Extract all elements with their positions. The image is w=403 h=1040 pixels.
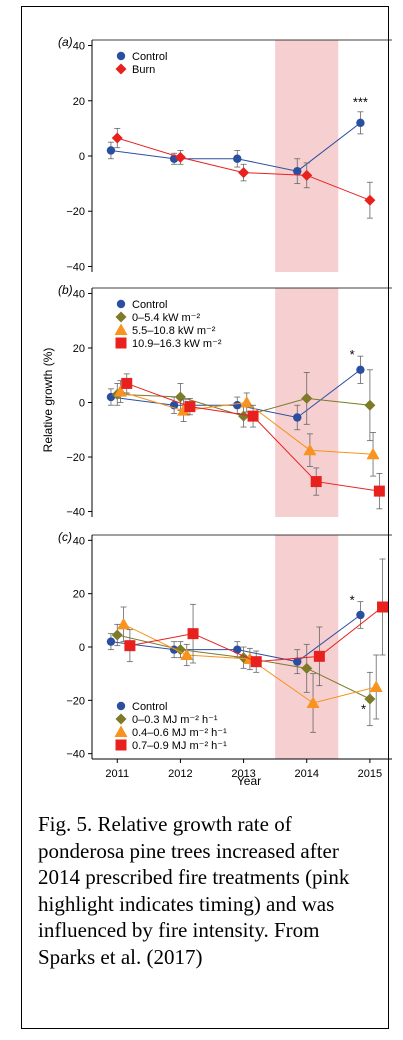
legend-entry: Control xyxy=(132,701,167,713)
y-tick-label: −40 xyxy=(66,261,85,273)
data-point xyxy=(373,485,385,497)
legend-entry: 0.7–0.9 MJ m⁻² h⁻¹ xyxy=(132,740,227,752)
data-point xyxy=(187,628,199,640)
x-tick-label: 2011 xyxy=(105,768,129,780)
significance-marker: * xyxy=(350,347,355,362)
data-point xyxy=(233,401,242,410)
y-tick-label: 20 xyxy=(73,589,85,601)
y-tick-label: 0 xyxy=(79,642,85,654)
y-tick-label: 40 xyxy=(73,288,85,300)
y-axis-label: Relative growth (%) xyxy=(41,348,55,453)
legend-marker xyxy=(116,701,126,711)
data-point xyxy=(356,365,365,374)
legend-marker xyxy=(114,323,128,335)
data-point xyxy=(366,447,380,460)
series-line xyxy=(126,382,380,492)
data-point xyxy=(301,169,313,181)
data-point xyxy=(174,644,186,656)
y-tick-label: −40 xyxy=(66,507,85,519)
legend-marker xyxy=(116,299,126,309)
data-point xyxy=(356,118,365,128)
significance-marker: *** xyxy=(353,94,368,109)
data-point xyxy=(369,680,383,692)
y-tick-label: −20 xyxy=(66,452,85,464)
data-point xyxy=(106,146,116,155)
x-tick-label: 2015 xyxy=(358,768,382,780)
data-point xyxy=(233,645,242,654)
data-point xyxy=(293,166,302,176)
data-point xyxy=(293,657,302,666)
data-point xyxy=(303,443,317,456)
data-point xyxy=(250,656,262,668)
legend-marker xyxy=(115,311,127,323)
data-point xyxy=(364,693,376,705)
y-tick-label: 20 xyxy=(73,96,85,108)
y-tick-label: 0 xyxy=(79,398,85,410)
data-point xyxy=(184,401,196,413)
data-point xyxy=(293,413,302,422)
data-point xyxy=(247,410,259,422)
data-point xyxy=(174,391,186,403)
data-point xyxy=(306,696,320,708)
data-point xyxy=(106,637,116,646)
data-point xyxy=(356,610,365,620)
legend-entry: Burn xyxy=(132,64,155,76)
data-point xyxy=(111,629,123,641)
y-tick-label: −20 xyxy=(66,695,85,707)
figure-chart: Relative growth (%) Year 40 20 0 −20 −40 (a) *… xyxy=(41,35,392,788)
x-tick-label: 2012 xyxy=(168,768,192,780)
legend-marker xyxy=(115,739,127,751)
data-point xyxy=(117,617,131,630)
legend-entry: 10.9–16.3 kW m⁻² xyxy=(132,338,222,350)
data-point xyxy=(121,377,133,389)
legend-marker xyxy=(115,337,127,349)
data-point xyxy=(177,404,191,416)
significance-marker: * xyxy=(361,702,366,717)
y-tick-label: 40 xyxy=(73,535,85,547)
y-tick-label: −20 xyxy=(66,206,85,218)
fire-highlight-band xyxy=(275,40,339,272)
figure-caption: Fig. 5. Relative growth rate of ponderos… xyxy=(38,812,350,969)
data-point xyxy=(124,640,136,652)
data-point xyxy=(111,132,123,144)
data-point xyxy=(364,194,376,206)
data-point xyxy=(174,151,186,163)
panel-label: (a) xyxy=(58,35,73,49)
data-point xyxy=(233,154,242,163)
legend-marker xyxy=(116,51,126,61)
y-tick-label: 0 xyxy=(79,151,85,163)
legend-entry: 5.5–10.8 kW m⁻² xyxy=(132,325,216,337)
x-axis-label: Year xyxy=(237,774,261,788)
data-point xyxy=(301,392,313,404)
y-tick-label: 40 xyxy=(73,41,85,53)
legend-marker xyxy=(115,63,127,75)
x-tick-label: 2013 xyxy=(231,768,255,780)
legend-entry: Control xyxy=(132,51,167,63)
legend-entry: 0.4–0.6 MJ m⁻² h⁻¹ xyxy=(132,727,227,739)
legend-entry: Control xyxy=(132,299,167,311)
panel-label: (c) xyxy=(58,530,72,544)
data-point xyxy=(377,601,389,613)
y-tick-label: 20 xyxy=(73,343,85,355)
data-point xyxy=(180,648,194,660)
panel-label: (b) xyxy=(58,283,73,297)
legend-marker xyxy=(114,725,128,737)
legend-entry: 0–0.3 MJ m⁻² h⁻¹ xyxy=(132,714,218,726)
legend-entry: 0–5.4 kW m⁻² xyxy=(132,312,200,324)
data-point xyxy=(113,385,127,397)
legend-marker xyxy=(115,713,127,725)
data-point xyxy=(238,410,250,422)
data-point xyxy=(238,167,250,179)
data-point xyxy=(364,399,376,411)
y-tick-label: −40 xyxy=(66,749,85,761)
x-tick-label: 2014 xyxy=(294,768,318,780)
panel-2: 2011 2012 2013 2014 2015 40 20 0 −20 −40 (c) * * Cont… xyxy=(58,530,392,780)
significance-marker: * xyxy=(350,592,355,607)
data-point xyxy=(313,650,325,662)
data-point xyxy=(310,476,322,488)
data-point xyxy=(240,396,254,408)
data-point xyxy=(301,662,313,674)
